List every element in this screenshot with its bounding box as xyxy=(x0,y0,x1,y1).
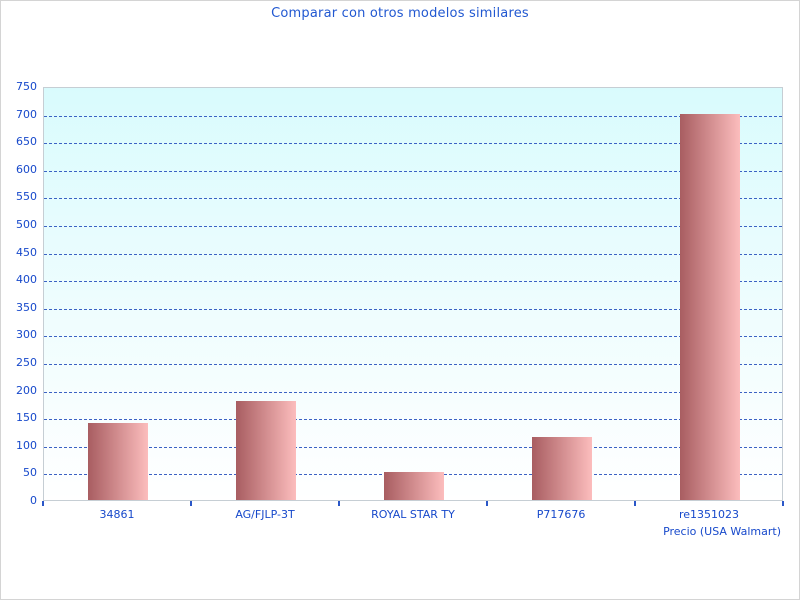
x-tick-mark xyxy=(486,501,488,506)
x-tick-label-AG/FJLP-3T: AG/FJLP-3T xyxy=(235,508,295,521)
y-tick-label-250: 250 xyxy=(16,356,37,369)
y-tick-label-300: 300 xyxy=(16,328,37,342)
gridline-150 xyxy=(44,419,782,421)
plot-area xyxy=(43,87,783,501)
y-tick-label-500: 500 xyxy=(16,218,37,231)
y-tick-label-0: 0 xyxy=(30,494,37,507)
gridline-400 xyxy=(44,281,782,283)
y-tick-label-750: 750 xyxy=(16,80,37,93)
gridline-600 xyxy=(44,170,782,172)
gridline-350 xyxy=(44,308,782,310)
x-tick-mark xyxy=(782,501,784,506)
x-tick-mark xyxy=(190,501,192,506)
gridline-200 xyxy=(44,391,782,393)
x-tick-label-34861: 34861 xyxy=(99,508,135,521)
x-tick-label-P717676: P717676 xyxy=(536,508,586,521)
bar-re1351023 xyxy=(680,113,740,500)
y-tick-label-600: 600 xyxy=(16,162,37,176)
x-tick-mark xyxy=(634,501,636,506)
gridline-650 xyxy=(44,143,782,145)
gridline-300 xyxy=(44,336,782,338)
x-tick-label-re1351023: re1351023 xyxy=(678,508,740,521)
y-tick-label-400: 400 xyxy=(16,273,37,287)
x-tick-label-ROYAL STAR TY: ROYAL STAR TY xyxy=(371,508,455,521)
chart-title: Comparar con otros modelos similares xyxy=(271,6,529,21)
y-tick-label-700: 700 xyxy=(16,107,37,121)
bar-ROYAL STAR TY xyxy=(384,472,444,500)
y-tick-label-650: 650 xyxy=(16,135,37,149)
y-tick-label-150: 150 xyxy=(16,411,37,425)
bar-34861 xyxy=(88,422,148,500)
bar-AG/FJLP-3T xyxy=(236,400,296,500)
gridline-450 xyxy=(44,253,782,255)
x-tick-mark xyxy=(42,501,44,506)
x-tick-mark xyxy=(338,501,340,506)
gridline-250 xyxy=(44,364,782,365)
gridline-550 xyxy=(44,198,782,200)
y-tick-label-200: 200 xyxy=(16,383,37,397)
y-tick-label-450: 450 xyxy=(16,245,37,259)
gridline-700 xyxy=(44,115,782,117)
gridline-100 xyxy=(44,446,782,448)
x-axis-title: Precio (USA Walmart) xyxy=(663,525,781,538)
y-tick-label-50: 50 xyxy=(23,466,37,480)
bar-P717676 xyxy=(532,436,592,500)
y-tick-label-350: 350 xyxy=(16,300,37,314)
y-tick-label-550: 550 xyxy=(16,190,37,204)
gridline-500 xyxy=(44,226,782,227)
y-tick-label-100: 100 xyxy=(16,438,37,452)
